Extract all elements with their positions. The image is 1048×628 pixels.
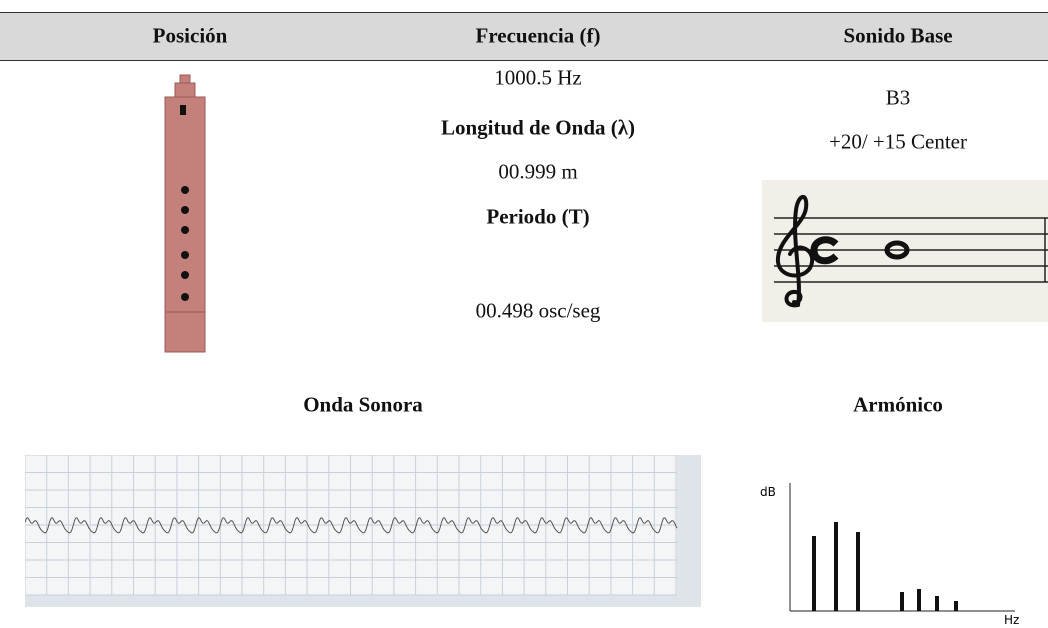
header-row: [0, 12, 1048, 61]
wavelength-label: Longitud de Onda (λ): [440, 115, 636, 140]
period-label: Periodo (T): [486, 204, 590, 229]
y-axis-label: dB: [760, 485, 776, 499]
section-title: Armónico: [853, 392, 943, 417]
period-value: 00.498 osc/seg: [475, 298, 601, 323]
recorder: [164, 74, 206, 353]
waveform-panel: [25, 455, 701, 607]
x-axis-label: Hz: [1004, 613, 1019, 627]
section-title: Onda Sonora: [303, 392, 423, 417]
wavelength-value: 00.999 m: [498, 159, 578, 184]
header-cell: Frecuencia (f): [475, 23, 601, 48]
frequency-value: 1000.5 Hz: [494, 65, 582, 90]
note: B3: [885, 85, 911, 110]
staff: [762, 180, 1048, 322]
header-cell: Sonido Base: [843, 23, 953, 48]
tuning: +20/ +15 Center: [829, 129, 967, 154]
waveform: [25, 517, 678, 534]
header-cell: Posición: [152, 23, 228, 48]
harmonic-chart: dB Hz: [760, 483, 1019, 627]
